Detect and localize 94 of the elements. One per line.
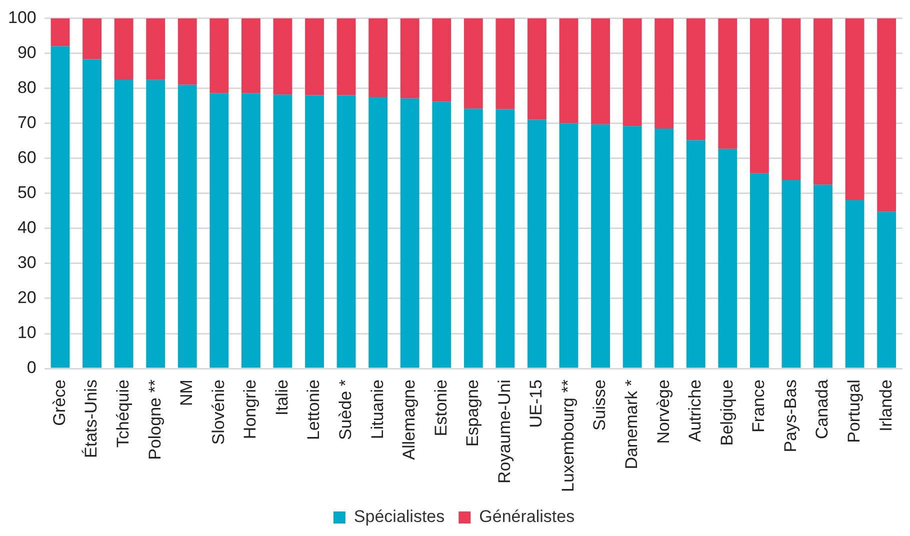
y-tick-label: 0 xyxy=(26,358,36,378)
bar xyxy=(559,18,578,124)
bar xyxy=(305,18,324,96)
bar xyxy=(591,18,610,124)
bar xyxy=(686,18,706,140)
x-tick-label: Slovénie xyxy=(208,380,228,445)
bar xyxy=(559,123,578,368)
bar xyxy=(654,18,674,129)
bar xyxy=(814,18,832,185)
bar xyxy=(114,18,134,80)
y-tick-label: 60 xyxy=(17,148,36,168)
x-tick-label: Danemark * xyxy=(622,379,641,470)
bar xyxy=(782,180,801,368)
bar xyxy=(845,200,864,368)
bar xyxy=(432,18,452,102)
x-tick-label: Italie xyxy=(272,380,292,416)
x-tick-label: Luxembourg ** xyxy=(558,379,578,492)
y-tick-label: 50 xyxy=(17,183,36,202)
bar xyxy=(400,98,420,368)
bar xyxy=(654,128,674,368)
x-tick-label: Belgique xyxy=(717,380,736,446)
x-tick-label: Pays-Bas xyxy=(780,380,800,452)
x-tick-label: Allemagne xyxy=(400,380,419,460)
bar xyxy=(591,124,610,368)
y-tick-label: 80 xyxy=(17,78,36,97)
bar xyxy=(336,18,356,96)
x-tick-label: France xyxy=(749,380,768,432)
x-tick-label: Canada xyxy=(812,379,832,440)
bar xyxy=(464,108,483,368)
bar xyxy=(241,18,260,94)
bar xyxy=(877,212,896,368)
x-tick-label: Royaume-Uni xyxy=(494,380,514,484)
x-tick-label: Portugal xyxy=(844,380,864,443)
x-tick-label: Autriche xyxy=(686,380,705,442)
bar xyxy=(273,94,292,368)
y-tick-label: 40 xyxy=(17,218,36,238)
x-tick-label: Suisse xyxy=(590,380,610,431)
bar xyxy=(178,84,197,368)
bar xyxy=(528,120,546,368)
bar xyxy=(273,18,292,95)
bar xyxy=(241,93,260,368)
bar xyxy=(528,18,546,120)
bar xyxy=(877,18,896,212)
bar xyxy=(82,18,102,60)
bar xyxy=(368,18,388,98)
x-tick-label: Norvège xyxy=(654,380,673,444)
x-tick-label: Lituanie xyxy=(368,380,387,440)
x-tick-label: UE-15 xyxy=(526,380,546,428)
y-tick-label: 30 xyxy=(17,253,36,272)
y-tick-label: 90 xyxy=(17,42,36,62)
bar xyxy=(336,95,356,368)
bar xyxy=(782,18,801,180)
x-tick-label: Lettonie xyxy=(304,380,324,440)
bar xyxy=(814,184,832,368)
x-tick-label: États-Unis xyxy=(82,380,101,458)
x-tick-label: Hongrie xyxy=(240,380,260,440)
bar xyxy=(146,80,166,368)
bar xyxy=(50,46,70,368)
x-tick-label: Espagne xyxy=(463,380,482,447)
bar xyxy=(750,173,769,368)
bar xyxy=(622,126,642,368)
bar xyxy=(50,18,70,46)
x-tick-label: Grèce xyxy=(50,380,69,426)
x-tick-label: Pologne ** xyxy=(145,379,164,460)
bar xyxy=(432,102,452,368)
bar xyxy=(82,59,102,368)
x-tick-label: Suède * xyxy=(336,379,355,440)
y-tick-label: 100 xyxy=(8,8,36,27)
bar xyxy=(400,18,420,98)
legend-label: Généralistes xyxy=(479,507,575,526)
x-tick-label: Tchéquie xyxy=(114,380,133,448)
bar xyxy=(496,109,515,368)
y-tick-label: 10 xyxy=(17,323,36,342)
bar xyxy=(845,18,864,200)
bar xyxy=(622,18,642,126)
legend-label: Spécialistes xyxy=(354,507,445,526)
x-tick-label: NM xyxy=(177,380,196,406)
bar xyxy=(114,80,134,368)
bar xyxy=(146,18,166,80)
bar xyxy=(750,18,769,174)
bar xyxy=(496,18,515,110)
bar xyxy=(718,148,738,368)
bar xyxy=(178,18,197,85)
x-tick-label: Irlande xyxy=(876,380,896,432)
bar xyxy=(368,97,388,368)
y-tick-label: 70 xyxy=(17,112,36,132)
x-tick-label: Estonie xyxy=(431,380,450,436)
bar xyxy=(210,93,229,368)
bar xyxy=(686,140,706,368)
bar xyxy=(305,95,324,368)
bar xyxy=(718,18,738,149)
bar xyxy=(464,18,483,109)
y-tick-label: 20 xyxy=(17,288,36,308)
bar xyxy=(210,18,229,94)
